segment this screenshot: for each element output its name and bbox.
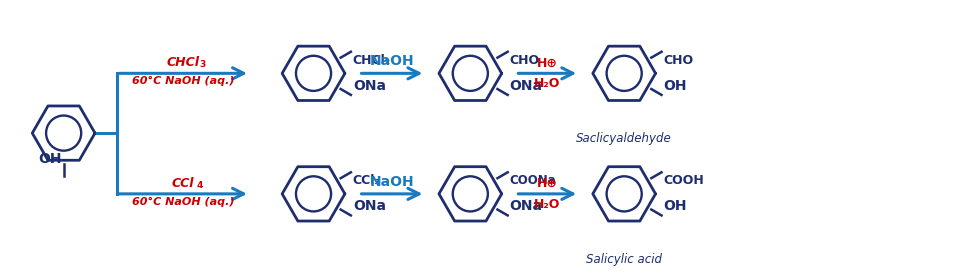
Text: NaOH: NaOH: [369, 175, 414, 189]
Text: ONa: ONa: [353, 199, 386, 214]
Text: CCl: CCl: [172, 177, 194, 190]
Text: 60°C NaOH (aq.): 60°C NaOH (aq.): [132, 197, 234, 207]
Text: CHO: CHO: [664, 54, 694, 67]
Text: 4: 4: [197, 181, 203, 190]
Text: CHO: CHO: [509, 54, 539, 67]
Text: COOH: COOH: [664, 174, 705, 187]
Text: H⊕: H⊕: [537, 177, 558, 190]
Text: CHCl₂: CHCl₂: [353, 54, 391, 67]
Text: ONa: ONa: [509, 79, 542, 93]
Text: NaOH: NaOH: [369, 55, 414, 68]
Text: H₂O: H₂O: [534, 198, 561, 211]
Text: CCl₃: CCl₃: [353, 174, 381, 187]
Text: H₂O: H₂O: [534, 77, 561, 90]
Text: OH: OH: [38, 152, 61, 166]
Text: OH: OH: [664, 79, 687, 93]
Text: Salicylic acid: Salicylic acid: [586, 253, 662, 266]
Text: ONa: ONa: [353, 79, 386, 93]
Text: 3: 3: [200, 60, 206, 70]
Text: COONa: COONa: [509, 174, 556, 187]
Text: ONa: ONa: [509, 199, 542, 214]
Text: 60°C NaOH (aq.): 60°C NaOH (aq.): [132, 76, 234, 86]
Text: Saclicyaldehyde: Saclicyaldehyde: [576, 132, 672, 145]
Text: CHCl: CHCl: [166, 57, 199, 70]
Text: OH: OH: [664, 199, 687, 214]
Text: H⊕: H⊕: [537, 57, 558, 70]
